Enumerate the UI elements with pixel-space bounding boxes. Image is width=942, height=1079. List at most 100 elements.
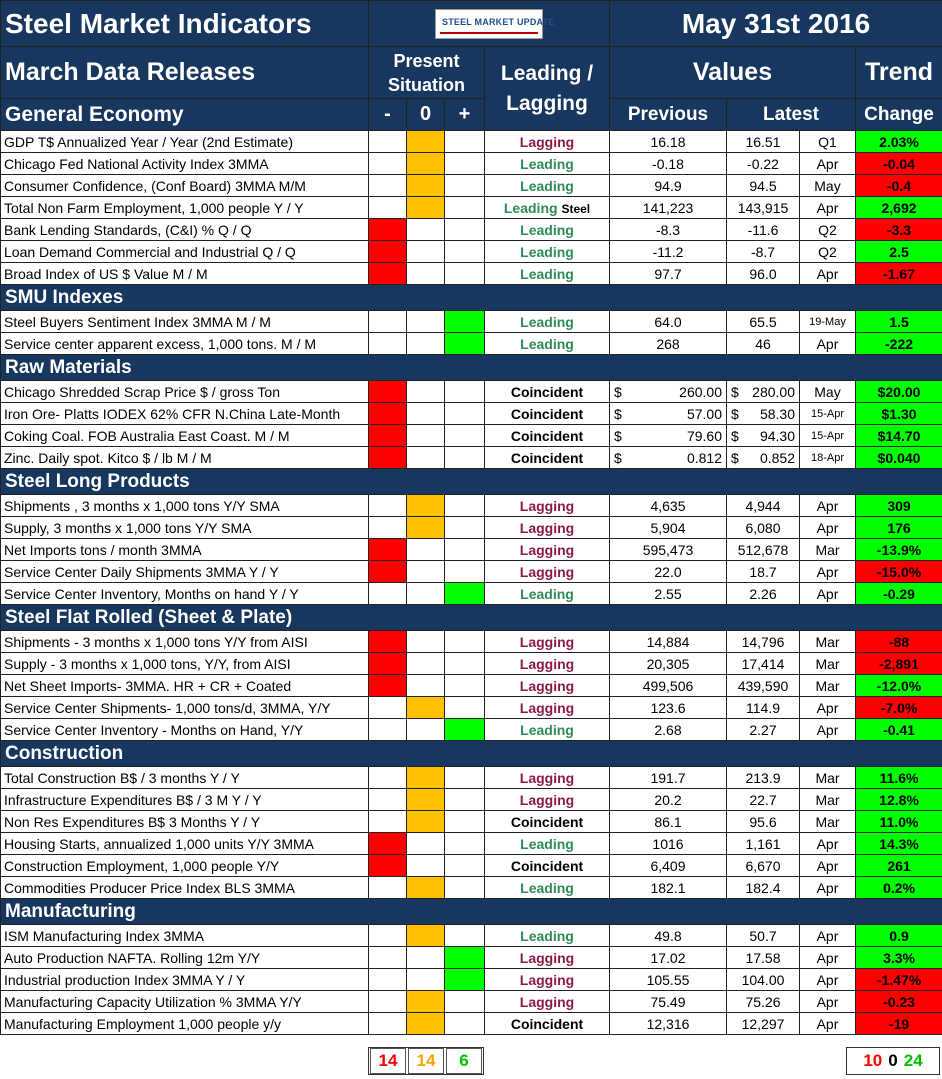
latest-value: 143,915 <box>726 196 800 219</box>
latest-value: 96.0 <box>726 262 800 285</box>
situation-cell <box>444 582 485 605</box>
indicators-sheet: Steel Market Indicators STEEL MARKET UPD… <box>0 0 942 1035</box>
leading-lagging-cell: Leading Steel <box>484 196 610 219</box>
situation-cell <box>444 990 485 1013</box>
logo-cell: STEEL MARKET UPDATE <box>368 0 610 47</box>
previous-value: 1016 <box>609 832 727 855</box>
previous-value: 94.9 <box>609 174 727 197</box>
situation-cell <box>406 766 445 789</box>
minus-column-header: - <box>368 98 407 131</box>
situation-cell <box>444 380 485 403</box>
situation-cell <box>368 696 407 719</box>
change-value: -88 <box>854 630 942 653</box>
change-value: 2.03% <box>854 130 942 153</box>
indicator-label: Iron Ore- Platts IODEX 62% CFR N.China L… <box>0 402 369 425</box>
period-value: Apr <box>799 876 856 899</box>
indicator-label: Total Construction B$ / 3 months Y / Y <box>0 766 369 789</box>
situation-cell <box>444 810 485 833</box>
previous-value: $0.812 <box>609 446 727 469</box>
trend-flat-count: 0 <box>888 1051 898 1070</box>
situation-cell <box>406 652 445 675</box>
period-value: Apr <box>799 332 856 355</box>
situation-cell <box>368 810 407 833</box>
leading-lagging-cell: Lagging <box>484 130 610 153</box>
change-value: -1.47% <box>854 968 942 991</box>
period-value: 15-Apr <box>799 402 856 425</box>
situation-cell <box>406 810 445 833</box>
period-value: Apr <box>799 854 856 877</box>
indicator-row: Infrastructure Expenditures B$ / 3 M Y /… <box>0 788 942 811</box>
indicator-row: ISM Manufacturing Index 3MMA Leading 49.8 5… <box>0 924 942 947</box>
leading-lagging-cell: Lagging <box>484 788 610 811</box>
indicator-row: Manufacturing Employment 1,000 people y/… <box>0 1012 942 1035</box>
situation-cell <box>368 130 407 153</box>
change-value: -2,891 <box>854 652 942 675</box>
indicator-label: Chicago Fed National Activity Index 3MMA <box>0 152 369 175</box>
situation-cell <box>368 380 407 403</box>
latest-value: $0.852 <box>726 446 800 469</box>
situation-cell <box>368 990 407 1013</box>
leading-lagging-cell: Lagging <box>484 990 610 1013</box>
leading-lagging-cell: Coincident <box>484 380 610 403</box>
leading-lagging-value: Coincident <box>510 813 584 830</box>
situation-cell <box>368 332 407 355</box>
previous-value: 105.55 <box>609 968 727 991</box>
latest-value: 12,297 <box>726 1012 800 1035</box>
leading-lagging-cell: Leading <box>484 832 610 855</box>
report-date: May 31st 2016 <box>608 0 942 47</box>
change-value: 261 <box>854 854 942 877</box>
situation-cell <box>368 218 407 241</box>
situation-cell <box>368 652 407 675</box>
latest-value: 14,796 <box>726 630 800 653</box>
previous-value: 595,473 <box>609 538 727 561</box>
leading-lagging-cell: Lagging <box>484 652 610 675</box>
leading-lagging-value: Leading <box>520 585 574 602</box>
indicator-label: Manufacturing Capacity Utilization % 3MM… <box>0 990 369 1013</box>
previous-value: 4,635 <box>609 494 727 517</box>
situation-cell <box>444 196 485 219</box>
indicator-row: Steel Buyers Sentiment Index 3MMA M / M L… <box>0 310 942 333</box>
latest-value: 65.5 <box>726 310 800 333</box>
situation-cell <box>406 538 445 561</box>
period-value: Mar <box>799 810 856 833</box>
latest-value: 94.5 <box>726 174 800 197</box>
change-value: -0.4 <box>854 174 942 197</box>
situation-cell <box>444 446 485 469</box>
leading-lagging-cell: Leading <box>484 718 610 741</box>
leading-lagging-cell: Lagging <box>484 630 610 653</box>
situation-cell <box>368 832 407 855</box>
change-value: -19 <box>854 1012 942 1035</box>
situation-cell <box>368 196 407 219</box>
previous-value: 49.8 <box>609 924 727 947</box>
situation-cell <box>406 516 445 539</box>
leading-lagging-cell: Leading <box>484 876 610 899</box>
situation-cell <box>444 630 485 653</box>
leading-lagging-value: Leading <box>520 879 574 896</box>
situation-cell <box>406 696 445 719</box>
period-value: Apr <box>799 196 856 219</box>
previous-value: 97.7 <box>609 262 727 285</box>
situation-cell <box>444 240 485 263</box>
situation-cell <box>368 538 407 561</box>
previous-value: 86.1 <box>609 810 727 833</box>
indicator-row: Service Center Inventory, Months on hand… <box>0 582 942 605</box>
latest-value: 4,944 <box>726 494 800 517</box>
situation-cell <box>444 262 485 285</box>
change-value: 0.9 <box>854 924 942 947</box>
leading-lagging-value: Lagging <box>519 949 575 966</box>
situation-cell <box>444 218 485 241</box>
situation-cell <box>406 560 445 583</box>
change-value: 11.6% <box>854 766 942 789</box>
leading-lagging-cell: Leading <box>484 924 610 947</box>
leading-lagging-value: Lagging <box>519 971 575 988</box>
indicator-row: Total Non Farm Employment, 1,000 people … <box>0 196 942 219</box>
indicator-label: Chicago Shredded Scrap Price $ / gross T… <box>0 380 369 403</box>
situation-cell <box>444 1012 485 1035</box>
change-value: -15.0% <box>854 560 942 583</box>
situation-cell <box>406 174 445 197</box>
period-value: Q1 <box>799 130 856 153</box>
change-value: 176 <box>854 516 942 539</box>
section-header: Steel Flat Rolled (Sheet & Plate) <box>0 604 942 631</box>
indicator-row: Service Center Daily Shipments 3MMA Y / … <box>0 560 942 583</box>
latest-value: -11.6 <box>726 218 800 241</box>
